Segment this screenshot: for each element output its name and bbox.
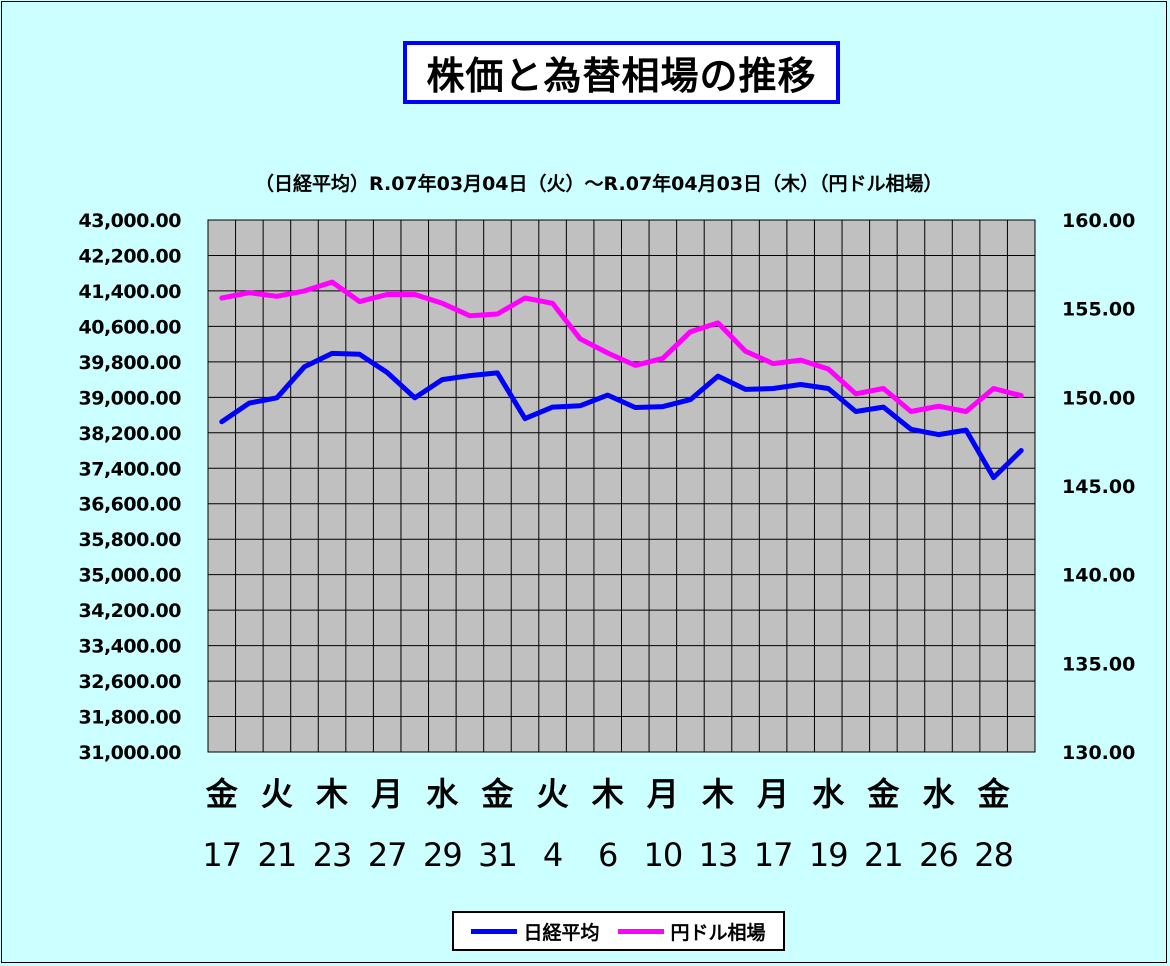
x-axis-weekday-label: 火	[261, 775, 293, 813]
x-axis-date-label: 10	[643, 836, 682, 874]
x-axis-weekday-label: 月	[757, 775, 789, 813]
left-axis-tick-label: 43,000.00	[79, 210, 182, 232]
x-axis-weekday-label: 金	[205, 775, 239, 813]
x-axis-date-label: 31	[478, 836, 517, 874]
x-axis-weekday-label: 木	[315, 775, 348, 813]
legend-label-fx: 円ドル相場	[670, 921, 766, 944]
left-axis-tick-label: 31,000.00	[79, 742, 182, 764]
x-axis-weekday-label: 金	[866, 775, 900, 813]
legend-label-nikkei: 日経平均	[523, 921, 600, 944]
chart-title: 株価と為替相場の推移	[403, 41, 840, 104]
x-axis-weekday-label: 水	[426, 775, 459, 813]
x-axis-weekday-label: 木	[701, 775, 734, 813]
left-axis-tick-label: 34,200.00	[79, 600, 182, 622]
x-axis-date-label: 4	[543, 836, 562, 874]
x-axis-date-label: 28	[974, 836, 1013, 874]
legend-item-fx: 円ドル相場	[618, 918, 766, 945]
x-axis-weekday-label: 水	[923, 775, 956, 813]
left-axis-tick-label: 32,600.00	[79, 671, 182, 693]
series-line-nikkei	[219, 350, 1024, 481]
left-axis-tick-label: 37,400.00	[79, 458, 182, 480]
x-axis-weekday-label: 金	[480, 775, 514, 813]
chart-legend: 日経平均 円ドル相場	[452, 911, 785, 951]
right-axis-tick-label: 160.00	[1062, 210, 1135, 232]
x-axis-date-label: 29	[423, 836, 462, 874]
right-axis-tick-label: 145.00	[1062, 476, 1135, 498]
left-axis-tick-label: 42,200.00	[79, 245, 182, 267]
left-axis-tick-label: 35,000.00	[79, 565, 182, 587]
x-axis-weekday-label: 水	[812, 775, 845, 813]
right-axis-tick-label: 140.00	[1062, 565, 1135, 587]
left-axis-tick-label: 35,800.00	[79, 529, 182, 551]
x-axis-date-label: 27	[368, 836, 407, 874]
right-axis-tick-label: 150.00	[1062, 387, 1135, 409]
left-axis-tick-label: 36,600.00	[79, 494, 182, 516]
left-axis-tick-label: 40,600.00	[79, 316, 182, 338]
legend-swatch-fx	[618, 928, 665, 934]
left-axis-tick-label: 41,400.00	[79, 281, 182, 303]
x-axis-date-label: 6	[598, 836, 617, 874]
series-line-fx	[219, 279, 1024, 414]
x-axis-date-label: 13	[699, 836, 738, 874]
x-axis-date-label: 19	[809, 836, 848, 874]
x-axis-weekday-label: 火	[537, 775, 569, 813]
x-axis-date-label: 21	[258, 836, 297, 874]
left-axis-tick-label: 31,800.00	[79, 707, 182, 729]
legend-swatch-nikkei	[471, 928, 518, 934]
x-axis-weekday-label: 月	[647, 775, 679, 813]
x-axis-date-label: 26	[919, 836, 958, 874]
x-axis-weekday-label: 木	[591, 775, 624, 813]
left-axis-tick-label: 38,200.00	[79, 423, 182, 445]
x-axis-date-label: 23	[313, 836, 352, 874]
right-axis-tick-label: 130.00	[1062, 742, 1135, 764]
left-axis-tick-label: 39,000.00	[79, 387, 182, 409]
x-axis-date-label: 17	[754, 836, 793, 874]
left-axis-tick-label: 39,800.00	[79, 352, 182, 374]
chart-subtitle: （日経平均）R.07年03月04日（火）～R.07年04月03日（木）（円ドル相…	[255, 173, 943, 195]
x-axis-date-label: 21	[864, 836, 903, 874]
x-axis-weekday-label: 月	[371, 775, 403, 813]
legend-item-nikkei: 日経平均	[471, 918, 600, 945]
x-axis-date-label: 17	[202, 836, 241, 874]
x-axis-weekday-label: 金	[977, 775, 1011, 813]
right-axis-tick-label: 155.00	[1062, 299, 1135, 321]
right-axis-tick-label: 135.00	[1062, 653, 1135, 675]
left-axis-tick-label: 33,400.00	[79, 636, 182, 658]
